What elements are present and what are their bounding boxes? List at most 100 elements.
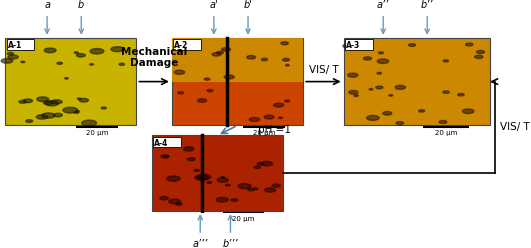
Circle shape bbox=[463, 109, 474, 114]
Circle shape bbox=[101, 107, 106, 109]
Circle shape bbox=[212, 53, 221, 56]
Circle shape bbox=[281, 42, 288, 45]
Circle shape bbox=[395, 85, 406, 90]
Circle shape bbox=[247, 56, 255, 59]
Circle shape bbox=[264, 115, 274, 119]
Circle shape bbox=[349, 91, 358, 94]
Circle shape bbox=[21, 61, 25, 63]
Circle shape bbox=[176, 203, 182, 205]
Text: b’’: b’’ bbox=[421, 0, 433, 10]
Circle shape bbox=[160, 196, 168, 200]
Circle shape bbox=[261, 161, 272, 166]
Text: A-2: A-2 bbox=[174, 41, 189, 50]
Circle shape bbox=[74, 111, 79, 113]
Circle shape bbox=[343, 44, 353, 48]
Circle shape bbox=[258, 162, 264, 165]
Text: A-4: A-4 bbox=[154, 138, 168, 148]
Circle shape bbox=[439, 121, 447, 124]
Circle shape bbox=[261, 58, 268, 61]
Circle shape bbox=[79, 98, 89, 102]
Circle shape bbox=[186, 43, 193, 46]
Circle shape bbox=[82, 120, 97, 126]
Circle shape bbox=[376, 86, 383, 89]
Circle shape bbox=[253, 188, 258, 190]
Circle shape bbox=[36, 115, 48, 119]
Circle shape bbox=[187, 158, 195, 161]
Text: b: b bbox=[78, 0, 84, 10]
Circle shape bbox=[409, 44, 416, 46]
Circle shape bbox=[273, 103, 284, 107]
Circle shape bbox=[379, 52, 383, 54]
Bar bbox=[172, 38, 303, 125]
Circle shape bbox=[354, 95, 358, 96]
Text: 20 μm: 20 μm bbox=[253, 130, 275, 136]
Text: b': b' bbox=[244, 0, 252, 10]
Circle shape bbox=[44, 101, 53, 105]
Circle shape bbox=[217, 178, 228, 182]
Circle shape bbox=[396, 122, 404, 125]
Circle shape bbox=[286, 64, 289, 66]
Circle shape bbox=[348, 73, 358, 77]
Circle shape bbox=[378, 59, 389, 63]
Circle shape bbox=[74, 52, 79, 53]
Text: A-1: A-1 bbox=[7, 41, 22, 50]
Bar bbox=[172, 38, 303, 82]
Bar bbox=[6, 39, 35, 50]
Circle shape bbox=[204, 78, 210, 80]
Circle shape bbox=[443, 91, 449, 93]
Circle shape bbox=[52, 100, 62, 104]
Circle shape bbox=[63, 107, 78, 113]
Circle shape bbox=[197, 174, 211, 180]
Bar bbox=[173, 39, 201, 50]
Circle shape bbox=[476, 50, 485, 54]
Circle shape bbox=[65, 78, 68, 79]
Bar bbox=[345, 39, 373, 50]
Text: 20 μm: 20 μm bbox=[233, 216, 255, 222]
Circle shape bbox=[226, 184, 230, 186]
Circle shape bbox=[19, 100, 27, 103]
Circle shape bbox=[247, 188, 254, 191]
Circle shape bbox=[278, 117, 282, 119]
Text: A-3: A-3 bbox=[346, 41, 361, 50]
Circle shape bbox=[389, 95, 393, 96]
Circle shape bbox=[8, 55, 19, 59]
Circle shape bbox=[254, 166, 260, 169]
Circle shape bbox=[169, 199, 181, 204]
Circle shape bbox=[26, 120, 33, 123]
Text: 20 μm: 20 μm bbox=[86, 130, 108, 136]
Bar bbox=[344, 38, 490, 125]
Text: Mechanical
Damage: Mechanical Damage bbox=[121, 47, 187, 68]
Circle shape bbox=[183, 147, 194, 151]
Circle shape bbox=[57, 62, 63, 64]
Circle shape bbox=[363, 57, 372, 60]
Circle shape bbox=[23, 99, 32, 103]
Circle shape bbox=[164, 155, 168, 157]
Bar bbox=[152, 135, 283, 211]
Circle shape bbox=[216, 197, 228, 202]
Circle shape bbox=[195, 175, 208, 180]
Circle shape bbox=[207, 182, 212, 184]
Circle shape bbox=[90, 49, 104, 54]
Text: pH =1: pH =1 bbox=[258, 125, 291, 135]
Circle shape bbox=[7, 52, 13, 55]
Circle shape bbox=[265, 188, 276, 192]
Circle shape bbox=[44, 48, 56, 53]
Circle shape bbox=[45, 101, 58, 106]
Circle shape bbox=[37, 97, 49, 101]
Circle shape bbox=[458, 93, 464, 96]
Text: a: a bbox=[44, 0, 50, 10]
Circle shape bbox=[53, 113, 62, 117]
Bar bbox=[5, 38, 136, 125]
Text: a’’: a’’ bbox=[377, 0, 389, 10]
Text: VIS/ T: VIS/ T bbox=[500, 123, 530, 132]
Circle shape bbox=[178, 92, 184, 94]
Circle shape bbox=[272, 184, 280, 187]
Circle shape bbox=[161, 155, 169, 158]
Text: b’’’: b’’’ bbox=[222, 239, 238, 248]
Circle shape bbox=[443, 60, 449, 62]
Circle shape bbox=[282, 58, 289, 61]
Text: VIS/ T: VIS/ T bbox=[309, 64, 338, 75]
Circle shape bbox=[221, 177, 225, 178]
Circle shape bbox=[383, 112, 392, 115]
Circle shape bbox=[366, 115, 379, 120]
